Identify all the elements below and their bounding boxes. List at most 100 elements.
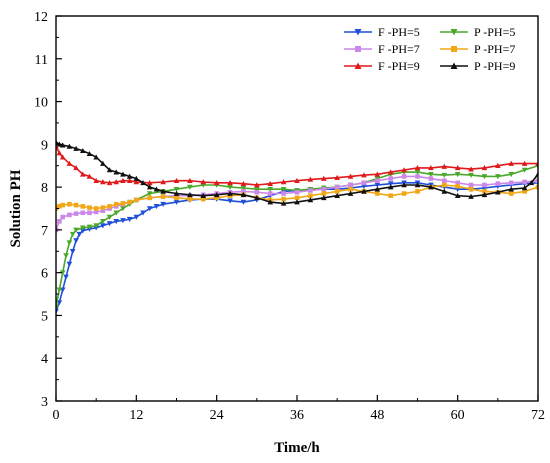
data-point xyxy=(140,180,146,186)
series-line xyxy=(56,164,538,308)
data-point xyxy=(86,224,93,230)
data-point xyxy=(173,186,180,193)
data-point xyxy=(67,201,72,207)
legend-item: P -PH=5 xyxy=(440,25,515,39)
data-point xyxy=(428,176,434,181)
x-tick-label: 48 xyxy=(370,408,384,423)
data-point xyxy=(414,165,421,171)
data-point xyxy=(454,171,461,178)
data-point xyxy=(522,179,527,185)
data-point xyxy=(535,184,538,190)
data-point xyxy=(535,178,538,183)
data-point xyxy=(321,191,327,196)
x-tick-label: 0 xyxy=(53,408,60,423)
data-point xyxy=(100,179,106,185)
data-point xyxy=(240,185,247,191)
data-point xyxy=(361,188,367,194)
legend: F -PH=5 P -PH=5 F -PH=7 P -PH=7 F -PH=9 P -PH… xyxy=(344,25,515,73)
data-point xyxy=(428,171,434,178)
data-point xyxy=(482,189,487,194)
data-point xyxy=(280,186,287,193)
data-point xyxy=(173,177,180,183)
data-point xyxy=(294,199,300,205)
data-point xyxy=(87,210,92,216)
legend-label: F -PH=9 xyxy=(378,59,420,73)
data-point xyxy=(401,174,407,179)
data-point xyxy=(361,183,367,190)
data-point xyxy=(66,261,73,267)
data-point xyxy=(57,204,62,209)
data-point xyxy=(254,186,260,193)
y-axis-title: Solution PH xyxy=(8,169,24,247)
data-point xyxy=(267,186,274,193)
data-point xyxy=(79,225,86,231)
data-point xyxy=(57,219,62,224)
data-point xyxy=(227,198,233,204)
data-point xyxy=(508,186,515,192)
data-point xyxy=(267,191,273,196)
data-point xyxy=(240,192,247,198)
data-point xyxy=(401,167,407,173)
data-point xyxy=(93,223,99,229)
legend-item: F -PH=7 xyxy=(344,42,420,56)
data-point xyxy=(280,179,287,185)
data-point xyxy=(153,186,160,192)
legend-marker xyxy=(450,29,458,36)
data-point xyxy=(100,160,106,166)
data-point xyxy=(468,172,474,178)
data-point xyxy=(120,218,126,224)
data-point xyxy=(140,210,146,216)
data-point xyxy=(294,189,300,195)
data-point xyxy=(120,206,126,212)
data-point xyxy=(174,195,179,201)
data-point xyxy=(281,191,286,196)
x-axis-title: Time/h xyxy=(274,440,320,456)
data-point xyxy=(321,186,327,192)
data-point xyxy=(63,253,69,259)
data-point xyxy=(106,221,113,227)
plot-area xyxy=(56,139,538,314)
data-point xyxy=(59,142,66,148)
data-point xyxy=(200,179,207,185)
data-point xyxy=(521,160,528,166)
data-point xyxy=(481,192,488,198)
data-point xyxy=(173,199,180,205)
data-point xyxy=(80,204,86,209)
data-point xyxy=(113,179,120,185)
data-point xyxy=(200,196,206,202)
data-point xyxy=(93,206,99,211)
data-point xyxy=(120,201,126,206)
data-point xyxy=(76,231,83,237)
data-point xyxy=(414,169,421,175)
data-point xyxy=(441,178,447,183)
data-point xyxy=(60,202,65,208)
data-point xyxy=(113,169,120,175)
data-point xyxy=(495,181,501,186)
legend-label: F -PH=7 xyxy=(378,42,420,56)
data-point xyxy=(495,162,501,169)
data-point xyxy=(401,182,407,188)
data-point xyxy=(100,219,106,225)
data-point xyxy=(160,194,166,199)
data-point xyxy=(428,165,434,171)
data-point xyxy=(334,192,340,198)
y-tick-label: 4 xyxy=(41,352,48,367)
legend-label: P -PH=9 xyxy=(474,59,515,73)
data-point xyxy=(387,184,394,190)
data-point xyxy=(160,179,166,185)
data-point xyxy=(146,191,153,197)
data-point xyxy=(374,182,381,188)
data-point xyxy=(63,274,69,280)
legend-item: P -PH=9 xyxy=(440,59,515,73)
y-tick-label: 10 xyxy=(34,96,48,111)
data-point xyxy=(454,192,461,198)
data-point xyxy=(455,180,460,186)
data-point xyxy=(441,172,448,178)
data-point xyxy=(294,177,300,183)
series-4 xyxy=(56,143,538,188)
data-point xyxy=(56,300,63,306)
data-point xyxy=(120,177,126,183)
data-point xyxy=(415,174,420,179)
data-point xyxy=(495,189,501,195)
data-point xyxy=(126,216,133,222)
